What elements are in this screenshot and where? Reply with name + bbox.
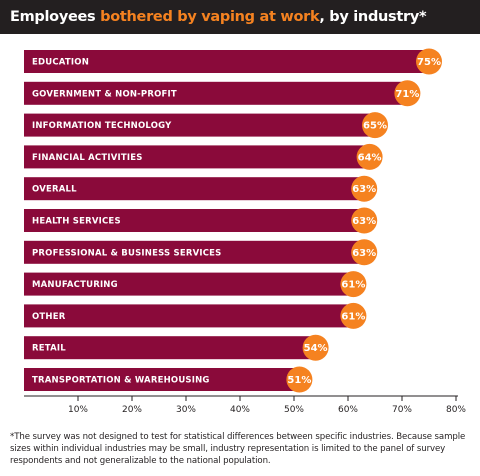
title-prefix: Employees <box>10 9 96 25</box>
bar-label: RETAIL <box>32 344 66 354</box>
bar <box>24 113 375 137</box>
title-highlight: bothered by vaping at work <box>100 9 320 25</box>
value-label: 51% <box>287 375 311 386</box>
value-marker <box>394 80 421 107</box>
bar-label: EDUCATION <box>32 58 89 68</box>
value-marker <box>351 207 378 234</box>
value-marker <box>351 239 378 266</box>
value-label: 63% <box>352 216 376 227</box>
value-label: 54% <box>304 343 328 354</box>
bar-label: OTHER <box>32 312 66 322</box>
bar-label: PROFESSIONAL & BUSINESS SERVICES <box>32 248 222 258</box>
bar-label: MANUFACTURING <box>32 280 118 290</box>
bar <box>24 304 354 328</box>
bar <box>24 272 354 296</box>
value-label: 64% <box>358 152 382 163</box>
value-marker <box>286 366 313 393</box>
value-marker <box>362 112 388 139</box>
value-label: 63% <box>352 248 376 259</box>
bar <box>24 240 365 264</box>
value-marker <box>356 143 383 170</box>
bar-label: HEALTH SERVICES <box>32 217 121 227</box>
bar <box>24 336 316 360</box>
value-label: 71% <box>395 89 419 100</box>
bar <box>24 81 408 105</box>
bar-label: INFORMATION TECHNOLOGY <box>32 121 172 131</box>
bar-label: GOVERNMENT & NON-PROFIT <box>32 89 177 99</box>
value-label: 75% <box>417 57 441 68</box>
bar <box>24 368 300 391</box>
value-marker <box>351 175 378 202</box>
x-tick-label: 60% <box>338 405 358 415</box>
value-label: 65% <box>363 121 387 132</box>
bar-chart: EDUCATION 75% GOVERNMENT & NON-PROFIT 71% IN… <box>24 48 466 415</box>
value-label: 61% <box>341 280 365 291</box>
title-suffix: , by industry* <box>319 9 427 25</box>
footnote: *The survey was not designed to test for… <box>10 432 466 466</box>
bar <box>24 209 365 232</box>
chart-title: Employees bothered by vaping at work, by… <box>0 0 480 34</box>
x-tick-label: 20% <box>122 405 142 415</box>
value-marker <box>340 271 367 298</box>
bar-label: FINANCIAL ACTIVITIES <box>32 153 143 163</box>
bar <box>24 50 429 73</box>
value-label: 63% <box>352 184 376 195</box>
x-tick-label: 10% <box>68 405 88 415</box>
x-tick-label: 50% <box>284 405 304 415</box>
bar-label: TRANSPORTATION & WAREHOUSING <box>32 376 210 386</box>
x-tick-label: 30% <box>176 405 196 415</box>
value-marker <box>302 334 329 361</box>
x-tick-label: 70% <box>392 405 412 415</box>
value-marker <box>340 302 367 329</box>
x-tick-label: 80% <box>446 405 466 415</box>
value-label: 61% <box>341 311 365 322</box>
x-tick-label: 40% <box>230 405 250 415</box>
bar <box>24 177 365 201</box>
value-marker <box>416 48 442 75</box>
bar <box>24 145 370 169</box>
bar-label: OVERALL <box>32 185 77 195</box>
